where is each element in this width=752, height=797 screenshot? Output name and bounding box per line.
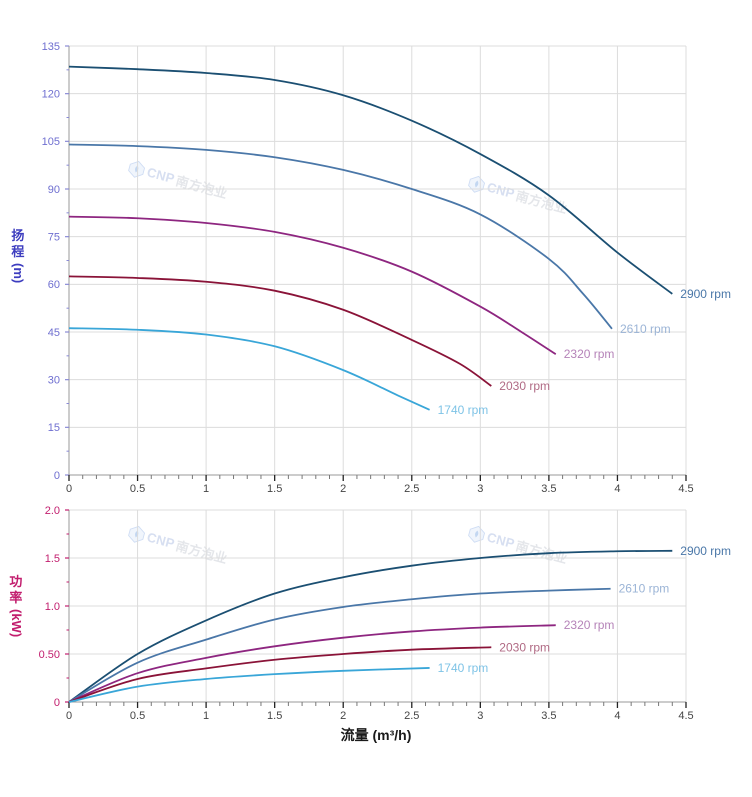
svg-text:4.5: 4.5 <box>678 483 693 495</box>
svg-text:45: 45 <box>48 327 60 339</box>
svg-text:120: 120 <box>42 88 60 100</box>
svg-text:2320 rpm: 2320 rpm <box>564 618 615 632</box>
svg-text:1.5: 1.5 <box>267 710 282 722</box>
svg-text:1.5: 1.5 <box>45 553 60 565</box>
svg-text:1740 rpm: 1740 rpm <box>438 661 489 675</box>
svg-text:1740 rpm: 1740 rpm <box>438 403 489 417</box>
svg-text:2030 rpm: 2030 rpm <box>499 379 550 393</box>
svg-text:2610 rpm: 2610 rpm <box>619 582 670 596</box>
svg-text:135: 135 <box>42 41 60 53</box>
svg-text:2320 rpm: 2320 rpm <box>564 347 615 361</box>
svg-text:105: 105 <box>42 136 60 148</box>
svg-text:0: 0 <box>66 483 72 495</box>
svg-text:2.0: 2.0 <box>45 505 60 517</box>
svg-text:4: 4 <box>614 710 620 722</box>
svg-text:3: 3 <box>477 483 483 495</box>
svg-text:1.0: 1.0 <box>45 601 60 613</box>
svg-text:2900 rpm: 2900 rpm <box>680 287 731 301</box>
svg-text:1: 1 <box>203 483 209 495</box>
svg-text:0: 0 <box>54 470 60 482</box>
svg-text:60: 60 <box>48 279 60 291</box>
svg-text:0.5: 0.5 <box>130 483 145 495</box>
svg-text:2: 2 <box>340 710 346 722</box>
svg-text:0: 0 <box>54 697 60 709</box>
svg-text:2: 2 <box>340 483 346 495</box>
svg-text:2.5: 2.5 <box>404 483 419 495</box>
svg-text:4.5: 4.5 <box>678 710 693 722</box>
svg-text:2900 rpm: 2900 rpm <box>680 544 731 558</box>
svg-text:30: 30 <box>48 374 60 386</box>
svg-text:2610 rpm: 2610 rpm <box>620 322 671 336</box>
svg-text:1: 1 <box>203 710 209 722</box>
svg-text:0: 0 <box>66 710 72 722</box>
svg-text:75: 75 <box>48 231 60 243</box>
svg-text:2.5: 2.5 <box>404 710 419 722</box>
svg-text:0.50: 0.50 <box>39 649 60 661</box>
svg-text:3.5: 3.5 <box>541 710 556 722</box>
svg-text:0.5: 0.5 <box>130 710 145 722</box>
svg-text:2030 rpm: 2030 rpm <box>499 640 550 654</box>
svg-text:3: 3 <box>477 710 483 722</box>
svg-text:15: 15 <box>48 422 60 434</box>
svg-text:90: 90 <box>48 184 60 196</box>
svg-text:1.5: 1.5 <box>267 483 282 495</box>
svg-text:4: 4 <box>614 483 620 495</box>
svg-text:3.5: 3.5 <box>541 483 556 495</box>
